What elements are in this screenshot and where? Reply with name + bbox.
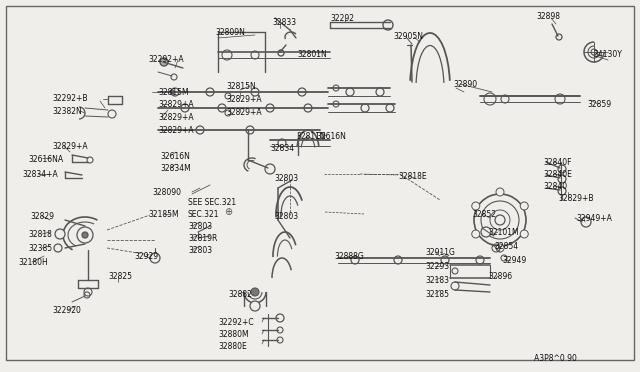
- Text: 32616N: 32616N: [160, 152, 190, 161]
- Circle shape: [77, 227, 93, 243]
- Circle shape: [55, 229, 65, 239]
- Text: 32854: 32854: [494, 242, 518, 251]
- Text: 32818E: 32818E: [398, 172, 427, 181]
- Text: 32183: 32183: [425, 276, 449, 285]
- Text: 322920: 322920: [52, 306, 81, 315]
- Text: 32185: 32185: [425, 290, 449, 299]
- Circle shape: [250, 301, 260, 311]
- Text: 32829+A: 32829+A: [158, 126, 194, 135]
- Text: 32292+A: 32292+A: [148, 55, 184, 64]
- Text: 32834: 32834: [270, 144, 294, 153]
- Text: 32880E: 32880E: [218, 342, 247, 351]
- Circle shape: [351, 256, 359, 264]
- Text: 32818: 32818: [28, 230, 52, 239]
- Circle shape: [82, 232, 88, 238]
- Circle shape: [277, 327, 283, 333]
- Text: 34130Y: 34130Y: [593, 50, 622, 59]
- Circle shape: [472, 202, 480, 210]
- Text: SEC.321: SEC.321: [188, 210, 220, 219]
- Text: 32911G: 32911G: [425, 248, 455, 257]
- Text: 32180H: 32180H: [18, 258, 48, 267]
- Text: 32829+A: 32829+A: [226, 95, 262, 104]
- Circle shape: [225, 93, 231, 99]
- Text: 32801N: 32801N: [297, 50, 327, 59]
- Circle shape: [333, 101, 339, 107]
- Text: 32803: 32803: [274, 174, 298, 183]
- Text: 32840: 32840: [543, 182, 567, 191]
- Text: 32898: 32898: [536, 12, 560, 21]
- Text: 32829+A: 32829+A: [158, 100, 194, 109]
- Text: 32840F: 32840F: [543, 158, 572, 167]
- Text: 32834+A: 32834+A: [22, 170, 58, 179]
- Text: 32292+C: 32292+C: [218, 318, 253, 327]
- Text: 32882: 32882: [228, 290, 252, 299]
- Text: 32101M: 32101M: [488, 228, 518, 237]
- Circle shape: [181, 104, 189, 112]
- Text: 32829+A: 32829+A: [158, 113, 194, 122]
- Circle shape: [496, 244, 504, 252]
- Text: 32829+A: 32829+A: [226, 108, 262, 117]
- Text: 32888G: 32888G: [334, 252, 364, 261]
- Circle shape: [581, 217, 591, 227]
- Circle shape: [251, 288, 259, 296]
- Text: 32382N: 32382N: [52, 107, 82, 116]
- Text: 32292: 32292: [330, 14, 354, 23]
- Text: 32834M: 32834M: [160, 164, 191, 173]
- Circle shape: [171, 88, 179, 96]
- Text: 32809N: 32809N: [215, 28, 245, 37]
- Text: 32815N: 32815N: [226, 82, 256, 91]
- Text: ⊕: ⊕: [224, 207, 232, 217]
- Circle shape: [225, 110, 231, 116]
- Text: SEE SEC.321: SEE SEC.321: [188, 198, 236, 207]
- Text: 32829: 32829: [30, 212, 54, 221]
- Text: 328090: 328090: [152, 188, 181, 197]
- Text: 32803: 32803: [188, 246, 212, 255]
- Text: 32949+A: 32949+A: [576, 214, 612, 223]
- Text: 32825: 32825: [108, 272, 132, 281]
- Text: 32829+A: 32829+A: [52, 142, 88, 151]
- Text: 32890: 32890: [453, 80, 477, 89]
- Text: 32896: 32896: [488, 272, 512, 281]
- Text: 32803: 32803: [188, 222, 212, 231]
- Text: 32803: 32803: [274, 212, 298, 221]
- Text: 32829+B: 32829+B: [558, 194, 593, 203]
- Text: 32929: 32929: [134, 252, 158, 261]
- Text: A3P8^0 90: A3P8^0 90: [534, 354, 577, 363]
- Text: 32293: 32293: [425, 262, 449, 271]
- Circle shape: [170, 90, 174, 94]
- Circle shape: [277, 337, 283, 343]
- Circle shape: [520, 202, 528, 210]
- Text: 32852: 32852: [472, 210, 496, 219]
- Text: 32859: 32859: [587, 100, 611, 109]
- Text: 32833: 32833: [272, 18, 296, 27]
- Text: 32819R: 32819R: [188, 234, 218, 243]
- Circle shape: [496, 188, 504, 196]
- Circle shape: [160, 58, 168, 66]
- Text: 32292+B: 32292+B: [52, 94, 88, 103]
- Text: 32185M: 32185M: [148, 210, 179, 219]
- Text: 32880M: 32880M: [218, 330, 248, 339]
- Text: 32815M: 32815M: [158, 88, 189, 97]
- Text: 32811N: 32811N: [296, 132, 326, 141]
- Circle shape: [54, 244, 62, 252]
- Circle shape: [150, 253, 160, 263]
- Circle shape: [495, 215, 505, 225]
- Text: 32905N: 32905N: [393, 32, 423, 41]
- Text: 32616NA: 32616NA: [28, 155, 63, 164]
- Circle shape: [520, 230, 528, 238]
- Circle shape: [481, 227, 491, 237]
- Text: 32949: 32949: [502, 256, 526, 265]
- Text: 32616N: 32616N: [316, 132, 346, 141]
- Circle shape: [484, 93, 496, 105]
- Text: 32840E: 32840E: [543, 170, 572, 179]
- Circle shape: [333, 85, 339, 91]
- Text: 32385: 32385: [28, 244, 52, 253]
- Circle shape: [472, 230, 480, 238]
